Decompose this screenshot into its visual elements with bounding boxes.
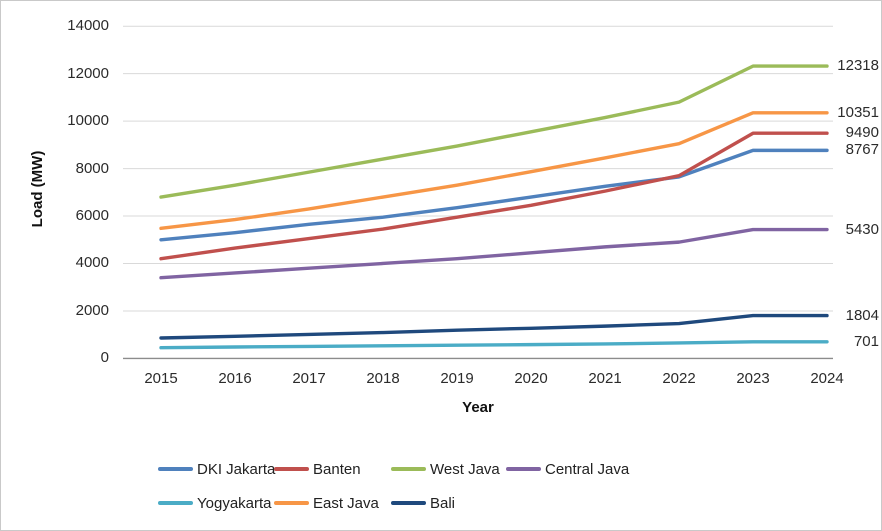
legend-label: Banten: [313, 460, 361, 478]
x-tick-label: 2017: [292, 370, 326, 387]
x-tick-label: 2015: [144, 370, 178, 387]
legend-item-east-java: East Java: [274, 494, 379, 512]
x-tick-label: 2022: [662, 370, 696, 387]
series-line-yogyakarta: [159, 340, 829, 350]
x-tick-label: 2021: [588, 370, 622, 387]
y-tick-label: 14000: [67, 17, 109, 35]
y-tick-label: 6000: [75, 207, 109, 225]
series-line-bali: [159, 313, 829, 340]
x-tick-label: 2020: [514, 370, 548, 387]
series-end-label: 5430: [845, 220, 879, 238]
x-tick-label: 2018: [366, 370, 400, 387]
legend-label: West Java: [430, 460, 500, 478]
legend-label: Central Java: [545, 460, 630, 478]
legend-swatch: [274, 467, 309, 471]
y-tick-label: 2000: [75, 301, 109, 319]
legend-label: East Java: [313, 494, 379, 512]
y-tick-label: 10000: [67, 112, 109, 130]
series-end-label: 10351: [837, 103, 879, 121]
legend-label: Bali: [430, 494, 456, 512]
series-end-label: 8767: [845, 141, 879, 159]
legend-item-yogyakarta: Yogyakarta: [158, 494, 272, 512]
x-tick-label: 2023: [736, 370, 770, 387]
y-tick-label: 4000: [75, 254, 109, 272]
legend-item-central-java: Central Java: [506, 460, 629, 478]
x-tick-label: 2024: [810, 370, 844, 387]
y-axis-title: Load (MW): [29, 150, 46, 228]
series-end-label: 1804: [845, 306, 879, 324]
legend-item-bali: Bali: [391, 494, 455, 512]
series-end-label: 701: [853, 332, 879, 350]
legend-swatch: [158, 501, 193, 505]
series-line-west-java: [159, 64, 829, 199]
legend-item-banten: Banten: [274, 460, 361, 478]
series-line-dki-jakarta: [159, 148, 829, 242]
series-line-central-java: [159, 227, 829, 280]
y-tick-label: 0: [100, 349, 109, 367]
x-tick-label: 2016: [218, 370, 252, 387]
legend-label: Yogyakarta: [197, 494, 272, 512]
legend-swatch: [506, 467, 541, 471]
legend-label: DKI Jakarta: [197, 460, 276, 478]
legend-swatch: [391, 467, 426, 471]
legend-swatch: [391, 501, 426, 505]
y-tick-label: 8000: [75, 159, 109, 177]
series-line-east-java: [159, 111, 829, 231]
legend-item-dki-jakarta: DKI Jakarta: [158, 460, 275, 478]
y-tick-label: 12000: [67, 64, 109, 82]
legend-item-west-java: West Java: [391, 460, 500, 478]
series-end-label: 9490: [845, 124, 879, 142]
x-tick-label: 2019: [440, 370, 474, 387]
x-axis-title: Year: [462, 399, 494, 416]
series-line-banten: [159, 131, 829, 261]
legend-swatch: [274, 501, 309, 505]
series-end-label: 12318: [837, 57, 879, 75]
legend-swatch: [158, 467, 193, 471]
